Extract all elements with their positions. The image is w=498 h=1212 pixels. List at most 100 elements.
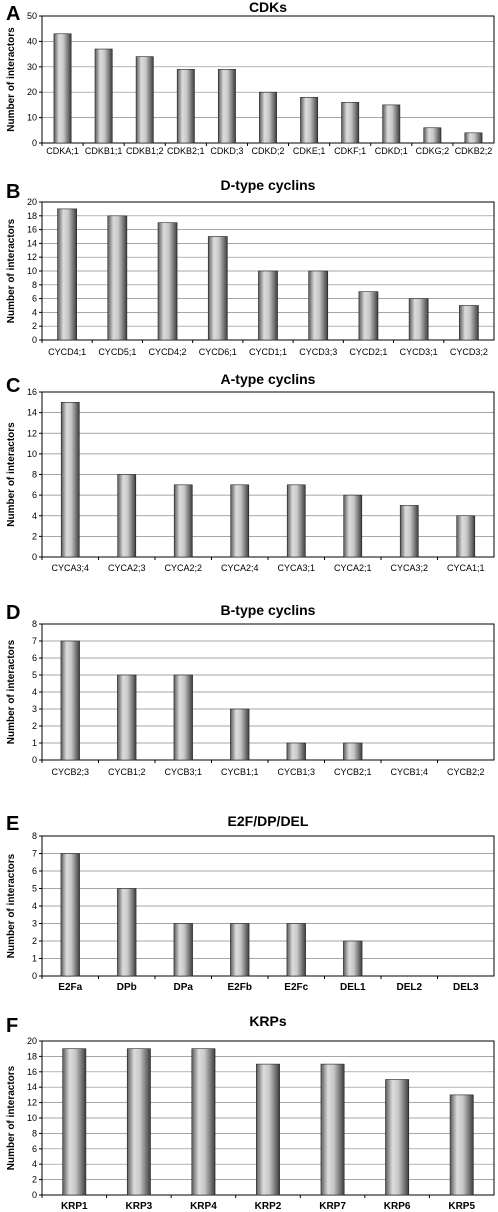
bar: [286, 742, 306, 761]
bar: [217, 69, 236, 144]
chart-title: A-type cyclins: [221, 371, 316, 387]
y-tick-label: 6: [32, 294, 37, 304]
y-tick-label: 16: [27, 225, 37, 235]
y-tick-label: 18: [27, 211, 37, 221]
y-tick-label: 0: [32, 755, 37, 765]
bar: [341, 102, 360, 144]
bar: [308, 270, 329, 341]
x-category-label: DPa: [174, 982, 194, 993]
bar: [62, 1048, 87, 1196]
bar: [358, 291, 379, 341]
x-category-label: DEL1: [340, 982, 366, 993]
x-category-label: DEL2: [396, 982, 422, 993]
y-tick-label: 10: [27, 266, 37, 276]
y-tick-label: 12: [27, 428, 37, 438]
y-tick-label: 4: [32, 1159, 37, 1169]
x-category-label: CDKA;1: [46, 146, 79, 156]
bar: [60, 853, 80, 977]
x-category-label: CYCB1;1: [221, 767, 259, 777]
x-category-label: E2Fb: [228, 982, 252, 993]
y-tick-label: 16: [27, 387, 37, 397]
bar: [173, 484, 193, 558]
y-tick-label: 8: [32, 1128, 37, 1138]
x-category-label: CDKG;2: [416, 146, 450, 156]
x-category-label: KRP2: [255, 1201, 282, 1212]
chart-c-svg: C A-type cyclins 0 2 4 6 8 10 12 14 16 Number of in…: [6, 371, 495, 573]
bar: [157, 222, 178, 341]
x-category-label: CYCA3;1: [277, 563, 315, 573]
y-tick-label: 2: [32, 1175, 37, 1185]
y-tick-label: 0: [32, 1190, 37, 1200]
bar: [126, 1048, 151, 1196]
chart-title: D-type cyclins: [221, 177, 316, 193]
x-category-label: CYCD3;2: [450, 347, 488, 357]
y-tick-label: 30: [27, 62, 37, 72]
y-tick-label: 4: [32, 901, 37, 911]
y-axis-label: Number of interactors: [6, 853, 17, 958]
bar: [230, 484, 250, 558]
y-tick-label: 50: [27, 11, 37, 21]
y-axis-label: Number of interactors: [6, 422, 17, 527]
bar: [464, 132, 483, 144]
y-tick-label: 6: [32, 866, 37, 876]
panel-letter: C: [6, 375, 20, 397]
panel-letter: F: [6, 1015, 18, 1037]
x-category-label: CYCA2;4: [221, 563, 259, 573]
y-axis-label: Number of interactors: [6, 639, 17, 744]
x-category-label: CYCA2;2: [164, 563, 202, 573]
x-category-label: KRP6: [384, 1201, 411, 1212]
panel-letter: E: [6, 813, 19, 835]
x-category-label: CYCD3;1: [400, 347, 438, 357]
y-tick-label: 8: [32, 280, 37, 290]
chart-panel-f: F KRPs 0 2 4 6 8 10 12 14 16 18 20 Number of interact…: [0, 1010, 498, 1212]
x-category-label: CYCA2;3: [108, 563, 146, 573]
bar: [117, 674, 137, 761]
bar: [230, 923, 250, 977]
bar: [259, 91, 277, 144]
y-tick-label: 4: [32, 687, 37, 697]
bar: [343, 940, 363, 977]
y-axis-label: Number of interactors: [6, 1065, 17, 1170]
chart-d-svg: D B-type cyclins 0 1 2 3 4 5 6 7 8 Number of intera…: [6, 602, 495, 777]
chart-panel-e: E E2F/DP/DEL 0 1 2 3 4 5 6 7 8 Number of interactor…: [0, 810, 498, 995]
bar: [256, 1063, 280, 1196]
y-tick-label: 2: [32, 936, 37, 946]
x-category-label: KRP1: [61, 1201, 88, 1212]
chart-title: B-type cyclins: [221, 602, 316, 618]
y-tick-label: 0: [32, 138, 37, 148]
x-category-label: CYCA3;2: [390, 563, 428, 573]
x-category-label: CDKD;1: [375, 146, 408, 156]
chart-f-svg: F KRPs 0 2 4 6 8 10 12 14 16 18 20 Number of interact…: [6, 1013, 495, 1212]
bar: [258, 270, 278, 341]
x-category-label: CDKF;1: [334, 146, 366, 156]
chart-title: KRPs: [249, 1013, 287, 1029]
y-tick-label: 14: [27, 1082, 37, 1092]
y-tick-label: 2: [32, 531, 37, 541]
y-tick-label: 1: [32, 954, 37, 964]
x-category-label: DPb: [117, 982, 137, 993]
y-tick-label: 5: [32, 670, 37, 680]
bar: [191, 1048, 216, 1196]
y-tick-label: 6: [32, 1144, 37, 1154]
x-category-label: CYCB1;2: [108, 767, 146, 777]
bar: [57, 208, 77, 341]
bar: [385, 1079, 410, 1196]
bar: [459, 305, 479, 341]
bar: [230, 708, 250, 761]
y-axis-label: Number of interactors: [6, 27, 17, 132]
y-tick-label: 14: [27, 238, 37, 248]
x-category-label: CDKD;3: [210, 146, 243, 156]
y-tick-label: 8: [32, 470, 37, 480]
y-tick-label: 20: [27, 197, 37, 207]
y-tick-label: 0: [32, 552, 37, 562]
y-tick-label: 8: [32, 619, 37, 629]
x-category-label: CYCB2;2: [447, 767, 485, 777]
x-category-label: CYCB2;1: [334, 767, 372, 777]
x-category-label: CYCB1;3: [277, 767, 315, 777]
chart-a-svg: A CDKs 0 10 20 30 40 50 Number of interactors CDK…: [6, 0, 495, 156]
bar: [456, 515, 476, 558]
y-tick-label: 16: [27, 1067, 37, 1077]
y-tick-label: 8: [32, 831, 37, 841]
y-tick-label: 20: [27, 1036, 37, 1046]
chart-panel-a: A CDKs 0 10 20 30 40 50 Number of interactors CDK…: [0, 0, 498, 160]
